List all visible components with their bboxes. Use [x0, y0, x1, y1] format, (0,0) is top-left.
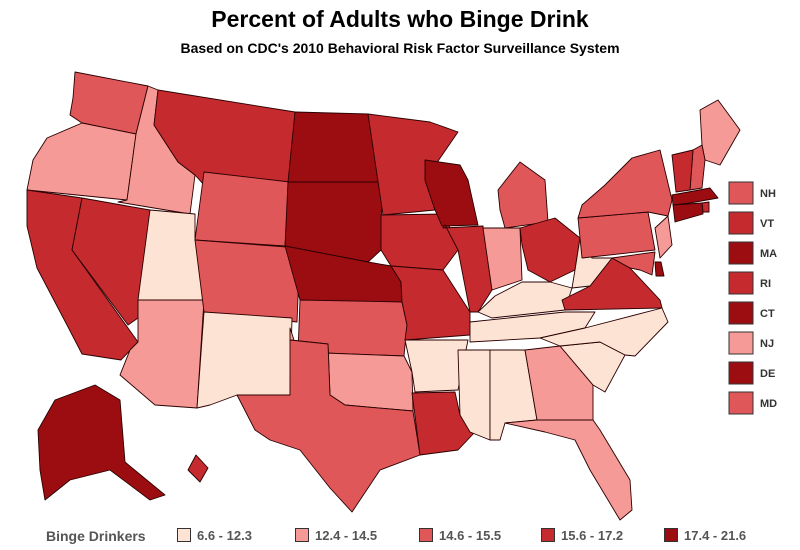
legend-swatch-5: [664, 528, 678, 542]
state-ny: [577, 149, 673, 219]
legend-swatch-3: [419, 528, 433, 542]
state-ga: [524, 345, 594, 421]
state-ma: [671, 187, 719, 206]
legend-item-3: 14.6 - 15.5: [419, 528, 501, 544]
state-nc: [539, 307, 669, 357]
box-label-ma: MA: [760, 248, 777, 260]
state-nm: [196, 311, 293, 409]
state-fl: [504, 419, 633, 521]
state-or: [26, 122, 137, 201]
state-mi: [497, 161, 549, 229]
box-label-md: MD: [760, 398, 777, 410]
state-co: [194, 239, 301, 323]
legend-item-4: 15.6 - 17.2: [541, 528, 623, 544]
state-ar: [404, 339, 469, 393]
legend-box-ri: [728, 271, 754, 295]
box-label-nh: NH: [760, 188, 776, 200]
box-label-vt: VT: [760, 218, 774, 230]
state-oh: [519, 217, 581, 283]
legend-box-ct: [728, 301, 754, 325]
legend-item-1: 6.6 - 12.3: [177, 528, 252, 544]
state-nd: [287, 111, 383, 183]
state-me: [699, 99, 741, 166]
state-hi: [187, 454, 209, 483]
legend-swatch-1: [177, 528, 191, 542]
legend-box-md: [728, 391, 754, 415]
legend-box-nj: [728, 331, 754, 355]
state-nj: [654, 215, 673, 259]
state-wi: [424, 159, 479, 227]
legend-swatch-2: [295, 528, 309, 542]
map-subtitle: Based on CDC's 2010 Behavioral Risk Fact…: [180, 40, 620, 56]
state-nv: [71, 197, 151, 326]
state-de: [654, 261, 665, 277]
legend-item-2: 12.4 - 14.5: [295, 528, 377, 544]
state-tx: [236, 339, 421, 513]
legend-box-nh: [728, 181, 754, 205]
legend-box-ma: [728, 241, 754, 265]
state-az: [119, 299, 205, 409]
state-sd: [284, 181, 383, 263]
legend-swatch-4: [541, 528, 555, 542]
state-md: [611, 251, 656, 276]
legend-title: Binge Drinkers: [46, 528, 146, 544]
state-ak: [37, 384, 166, 501]
state-vt: [671, 149, 694, 193]
state-ms: [457, 349, 491, 441]
legend-box-de: [728, 361, 754, 385]
state-wy: [194, 171, 291, 247]
state-pa: [577, 211, 656, 259]
box-label-de: DE: [760, 368, 775, 380]
legend-box-vt: [728, 211, 754, 235]
state-ky: [477, 281, 573, 319]
state-in: [482, 227, 523, 291]
box-label-nj: NJ: [760, 338, 774, 350]
map-title: Percent of Adults who Binge Drink: [211, 6, 589, 32]
box-label-ct: CT: [760, 308, 775, 320]
legend: Binge Drinkers 6.6 - 12.3 12.4 - 14.5 14…: [0, 524, 800, 548]
state-ct: [672, 202, 704, 223]
legend-item-5: 17.4 - 21.6: [664, 528, 746, 544]
box-label-ri: RI: [760, 278, 771, 290]
